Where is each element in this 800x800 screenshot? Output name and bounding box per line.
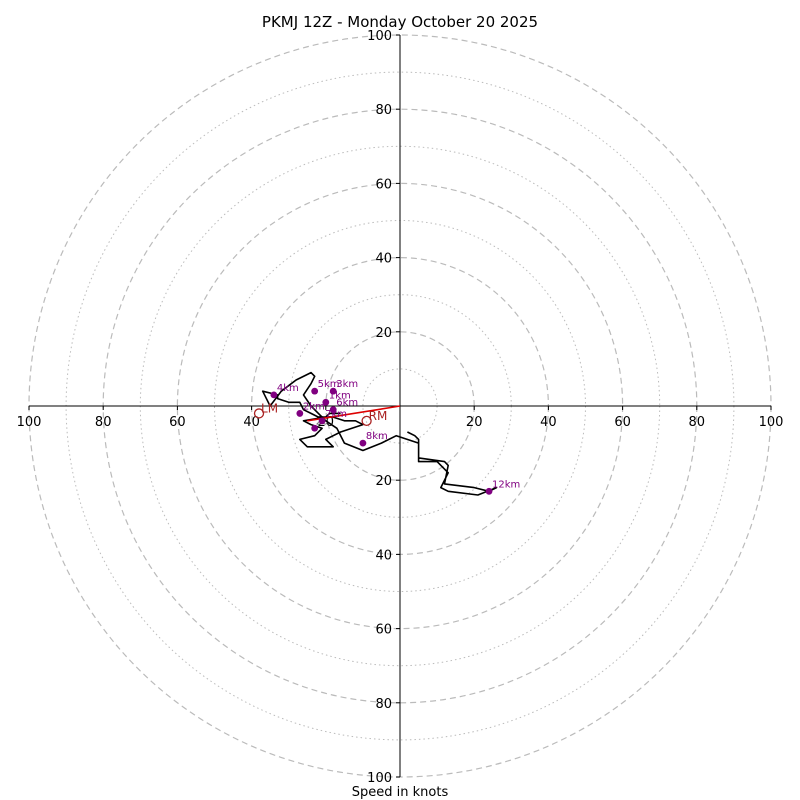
storm-motion-rm-marker bbox=[361, 415, 372, 426]
y-tick-label: 40 bbox=[375, 252, 392, 267]
chart-title: PKMJ 12Z - Monday October 20 2025 bbox=[262, 13, 538, 31]
height-marker-dot bbox=[311, 424, 319, 432]
height-marker-dot bbox=[359, 439, 367, 447]
height-marker-label: 2km bbox=[303, 401, 325, 412]
height-marker-label: 12km bbox=[492, 479, 520, 490]
y-tick-label: 60 bbox=[375, 623, 392, 638]
y-tick-label: 60 bbox=[375, 177, 392, 192]
height-marker-dot bbox=[322, 398, 330, 406]
x-tick-label: 20 bbox=[466, 415, 483, 430]
x-tick-label: 100 bbox=[17, 415, 42, 430]
x-tick-label: 60 bbox=[614, 415, 631, 430]
y-tick-label: 20 bbox=[375, 474, 392, 489]
y-tick-label: 80 bbox=[375, 697, 392, 712]
height-marker-dot bbox=[329, 387, 337, 395]
y-tick-label: 20 bbox=[375, 326, 392, 341]
height-marker-dot bbox=[270, 391, 278, 399]
height-marker-label: 4km bbox=[277, 383, 299, 394]
storm-motion-lm-label: LM bbox=[261, 401, 278, 415]
height-marker-label: 7km bbox=[325, 409, 347, 420]
y-tick-label: 80 bbox=[375, 103, 392, 118]
height-marker-dot bbox=[296, 410, 304, 417]
storm-motion-rm-label: RM bbox=[369, 409, 388, 423]
storm-motion-markers: LM RM bbox=[253, 401, 388, 426]
y-tick-label: 100 bbox=[367, 29, 392, 44]
height-marker-dot bbox=[311, 387, 319, 395]
height-marker-dot bbox=[485, 487, 493, 495]
x-axis-label: Speed in knots bbox=[352, 785, 449, 800]
x-tick-label: 40 bbox=[243, 415, 260, 430]
height-marker-dot bbox=[329, 406, 337, 414]
x-tick-label: 80 bbox=[95, 415, 112, 430]
storm-motion-lm-marker bbox=[253, 408, 265, 419]
y-tick-label: 100 bbox=[367, 771, 392, 786]
height-marker-label: 1km bbox=[329, 390, 351, 401]
height-marker-dot bbox=[318, 417, 326, 425]
height-marker-label: 8km bbox=[366, 431, 388, 442]
x-tick-label: 60 bbox=[169, 415, 186, 430]
y-tick-label: 40 bbox=[375, 548, 392, 563]
x-tick-label: 40 bbox=[540, 415, 557, 430]
x-tick-label: 100 bbox=[759, 415, 784, 430]
height-marker-label: 5km bbox=[318, 379, 340, 390]
height-marker-label: 3km bbox=[336, 379, 358, 390]
height-marker-label: 6km bbox=[336, 398, 358, 409]
axes: 100 80 60 40 20 20 40 60 80 100100806040202040608… bbox=[17, 29, 784, 786]
x-tick-label: 80 bbox=[689, 415, 706, 430]
